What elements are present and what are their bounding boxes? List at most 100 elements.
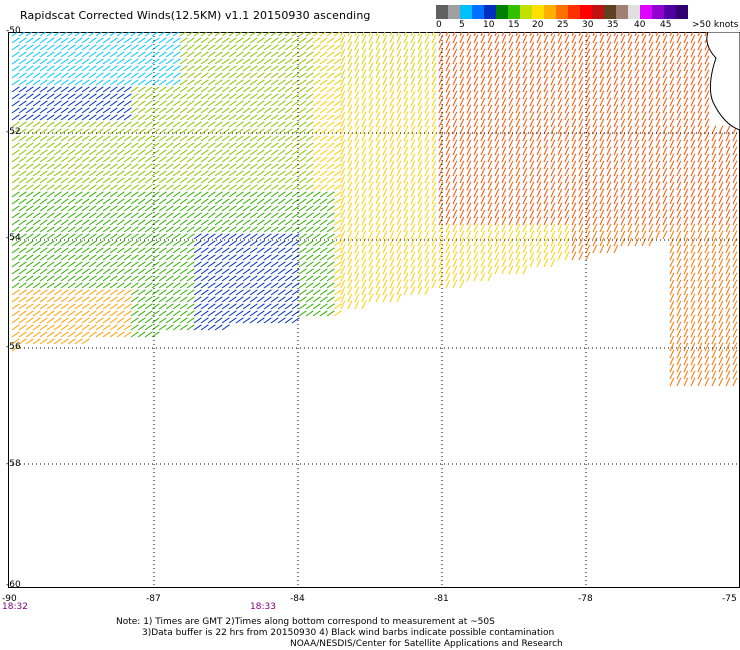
wind-barb [578,32,582,37]
wind-barb [60,51,69,58]
wind-barb [60,261,69,268]
wind-barb [81,317,90,324]
wind-barb [221,32,229,37]
wind-barb [18,254,27,261]
wind-barb [193,275,202,282]
wind-barb [186,170,195,177]
wind-barb [46,100,55,107]
wind-barb [704,314,710,324]
wind-barb [704,160,710,170]
wind-barb [613,62,619,72]
wind-barb [669,146,675,156]
wind-barb [39,296,48,303]
wind-barb [326,177,335,184]
wind-barb [410,174,416,184]
wind-barb [669,279,675,289]
wind-barb [319,310,328,317]
wind-barb [606,202,612,212]
wind-barb [102,254,111,261]
wind-barb [690,223,696,233]
wind-barb [151,247,160,254]
wind-barb [550,174,556,184]
wind-barb [403,55,409,65]
wind-barb [130,93,139,100]
wind-barb [718,265,724,275]
wind-barb [123,79,132,86]
wind-barb [361,132,367,142]
wind-barb [116,233,125,240]
wind-barb [718,174,724,184]
wind-barb [340,97,346,107]
wind-barb [298,219,307,226]
wind-barb [655,48,661,58]
wind-barb [340,83,346,93]
wind-barb [130,72,139,79]
wind-barb [683,335,689,345]
wind-barb [676,328,682,338]
wind-barb [249,226,258,233]
wind-barb [32,51,41,58]
wind-barb [522,104,528,114]
wind-barb [277,44,286,51]
wind-barb [102,177,111,184]
wind-barb [494,244,500,254]
wind-barb [305,142,314,149]
wind-barb [515,48,521,58]
wind-barb [32,163,41,170]
wind-barb [18,163,27,170]
wind-barb [697,167,703,177]
wind-barb [480,34,486,44]
wind-barb [284,107,293,114]
wind-barb [151,289,160,296]
wind-barb [39,303,48,310]
wind-barb [606,132,612,142]
wind-barb [109,240,118,247]
wind-barb [361,293,367,303]
wind-barb [347,104,353,114]
wind-barb [480,97,486,107]
wind-barb [214,205,223,212]
wind-barb [18,310,27,317]
wind-barb [718,258,724,268]
wind-barb [179,79,188,86]
wind-barb [228,32,236,37]
wind-barb [319,282,328,289]
wind-barb [102,198,111,205]
wind-barb [46,142,55,149]
wind-barb [683,307,689,317]
wind-barb [445,118,451,128]
wind-barb [438,83,444,93]
wind-barb [277,177,286,184]
wind-barb [193,317,202,324]
wind-barb [620,69,626,79]
wind-barb [676,76,682,86]
wind-barb [522,34,528,44]
wind-barb [417,167,423,177]
wind-barb [179,240,188,247]
wind-barb [522,146,528,156]
wind-barb [585,32,589,37]
wind-barb [326,32,334,37]
wind-barb [662,62,668,72]
wind-barb [683,328,689,338]
wind-barb [473,272,479,282]
wind-barb [298,100,307,107]
wind-barb [326,296,335,303]
wind-barb [207,156,216,163]
wind-barb [725,181,731,191]
wind-barb [697,174,703,184]
wind-barb [725,328,731,338]
wind-barb [669,314,675,324]
wind-barb [515,188,521,198]
wind-barb [711,216,717,226]
wind-barb [298,163,307,170]
wind-barb [242,275,251,282]
wind-barb [200,226,209,233]
wind-barb [613,202,619,212]
wind-barb [214,86,223,93]
wind-barb [249,86,258,93]
wind-barb [298,156,307,163]
wind-barb [592,48,598,58]
wind-barb [515,83,521,93]
wind-barb [543,69,549,79]
